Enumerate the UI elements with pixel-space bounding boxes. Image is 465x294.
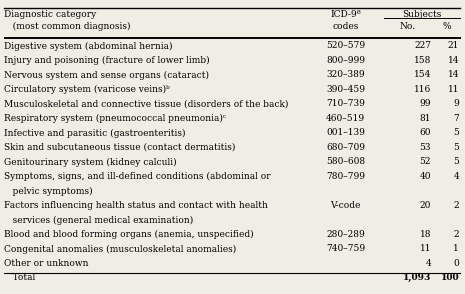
Text: 14: 14 — [447, 71, 459, 79]
Text: 1: 1 — [453, 244, 459, 253]
Text: 116: 116 — [414, 85, 431, 94]
Text: Other or unknown: Other or unknown — [4, 259, 88, 268]
Text: 18: 18 — [419, 230, 431, 239]
Text: 5: 5 — [453, 143, 459, 152]
Text: (most common diagnosis): (most common diagnosis) — [4, 22, 131, 31]
Text: Diagnostic category: Diagnostic category — [4, 10, 96, 19]
Text: Total: Total — [4, 273, 35, 283]
Text: 158: 158 — [414, 56, 431, 65]
Text: 9: 9 — [453, 99, 459, 108]
Text: V-code: V-code — [330, 201, 361, 210]
Text: Subjects: Subjects — [402, 10, 442, 19]
Text: 4: 4 — [453, 172, 459, 181]
Text: 11: 11 — [447, 85, 459, 94]
Text: 580–608: 580–608 — [326, 158, 365, 166]
Text: 4: 4 — [425, 259, 431, 268]
Text: 460–519: 460–519 — [326, 114, 365, 123]
Text: 001–139: 001–139 — [326, 128, 365, 138]
Text: codes: codes — [332, 22, 359, 31]
Text: Genitourinary system (kidney calculi): Genitourinary system (kidney calculi) — [4, 158, 177, 167]
Text: Congenital anomalies (musculoskeletal anomalies): Congenital anomalies (musculoskeletal an… — [4, 244, 236, 253]
Text: Digestive system (abdominal hernia): Digestive system (abdominal hernia) — [4, 41, 173, 51]
Text: 14: 14 — [447, 56, 459, 65]
Text: Nervous system and sense organs (cataract): Nervous system and sense organs (catarac… — [4, 71, 209, 80]
Text: 154: 154 — [414, 71, 431, 79]
Text: 40: 40 — [419, 172, 431, 181]
Text: 280–289: 280–289 — [326, 230, 365, 239]
Text: 60: 60 — [419, 128, 431, 138]
Text: 100: 100 — [440, 273, 459, 283]
Text: 800–999: 800–999 — [326, 56, 365, 65]
Text: 20: 20 — [419, 201, 431, 210]
Text: 81: 81 — [419, 114, 431, 123]
Text: Respiratory system (pneumococcal pneumonia)ᶜ: Respiratory system (pneumococcal pneumon… — [4, 114, 226, 123]
Text: 1,093: 1,093 — [403, 273, 431, 283]
Text: Circulatory system (varicose veins)ᵇ: Circulatory system (varicose veins)ᵇ — [4, 85, 170, 94]
Text: Skin and subcutaneous tissue (contact dermatitis): Skin and subcutaneous tissue (contact de… — [4, 143, 235, 152]
Text: 5: 5 — [453, 128, 459, 138]
Text: 5: 5 — [453, 158, 459, 166]
Text: 99: 99 — [419, 99, 431, 108]
Text: 53: 53 — [419, 143, 431, 152]
Text: Injury and poisoning (fracture of lower limb): Injury and poisoning (fracture of lower … — [4, 56, 210, 65]
Text: Infective and parasitic (gastroenteritis): Infective and parasitic (gastroenteritis… — [4, 128, 186, 138]
Text: Factors influencing health status and contact with health: Factors influencing health status and co… — [4, 201, 268, 210]
Text: 7: 7 — [453, 114, 459, 123]
Text: 11: 11 — [419, 244, 431, 253]
Text: Blood and blood forming organs (anemia, unspecified): Blood and blood forming organs (anemia, … — [4, 230, 253, 239]
Text: services (general medical examination): services (general medical examination) — [4, 216, 193, 225]
Text: 52: 52 — [419, 158, 431, 166]
Text: 390–459: 390–459 — [326, 85, 365, 94]
Text: %: % — [442, 22, 451, 31]
Text: 0: 0 — [453, 259, 459, 268]
Text: 2: 2 — [453, 230, 459, 239]
Text: Musculoskeletal and connective tissue (disorders of the back): Musculoskeletal and connective tissue (d… — [4, 99, 288, 108]
Text: pelvic symptoms): pelvic symptoms) — [4, 186, 93, 196]
Text: 740–759: 740–759 — [326, 244, 365, 253]
Text: 780–799: 780–799 — [326, 172, 365, 181]
Text: 320–389: 320–389 — [326, 71, 365, 79]
Text: 680–709: 680–709 — [326, 143, 365, 152]
Text: 2: 2 — [453, 201, 459, 210]
Text: 227: 227 — [414, 41, 431, 51]
Text: 710–739: 710–739 — [326, 99, 365, 108]
Text: Symptoms, signs, and ill-defined conditions (abdominal or: Symptoms, signs, and ill-defined conditi… — [4, 172, 271, 181]
Text: 21: 21 — [448, 41, 459, 51]
Text: No.: No. — [400, 22, 416, 31]
Text: 520–579: 520–579 — [326, 41, 365, 51]
Text: ICD-9ª: ICD-9ª — [330, 10, 361, 19]
